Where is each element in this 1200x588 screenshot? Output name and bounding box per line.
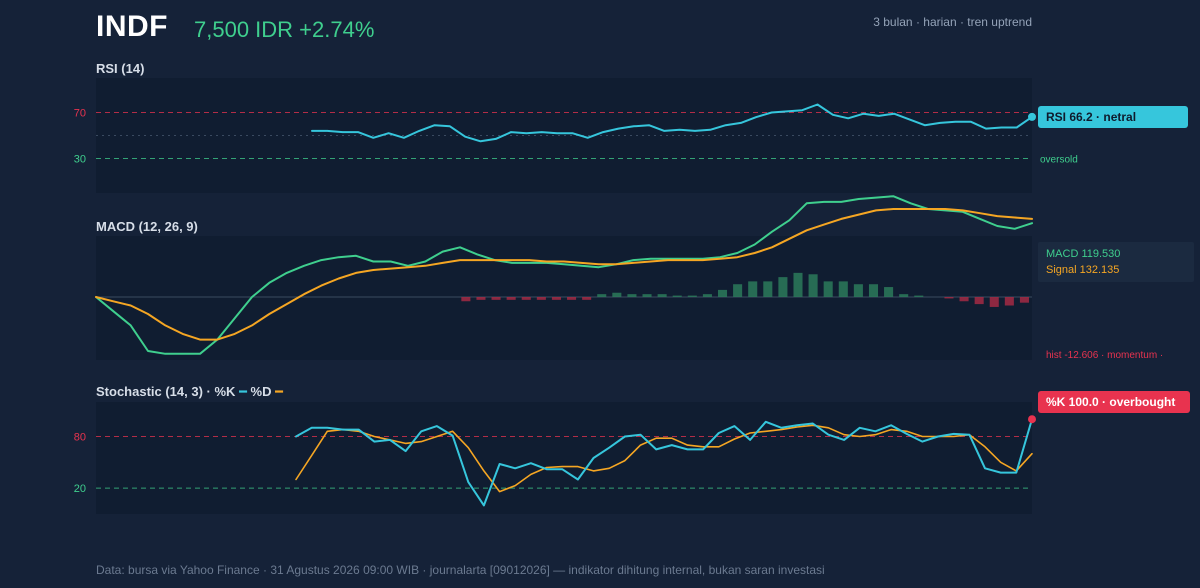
ticker-symbol: INDF xyxy=(96,10,168,43)
macd-hist-bar xyxy=(717,289,728,297)
macd-hist-bar xyxy=(657,294,667,297)
macd-callout-box xyxy=(1038,242,1194,282)
price-change: 7,500 IDR +2.74% xyxy=(194,17,375,42)
stoch-d-line xyxy=(295,424,1033,493)
macd-hist-bar xyxy=(1004,297,1014,306)
stoch-panel xyxy=(96,402,1032,514)
macd-hist-bar xyxy=(627,294,637,297)
macd-hist-bar xyxy=(944,297,954,299)
macd-hist-bar xyxy=(597,294,607,297)
macd-hist-bar xyxy=(884,287,894,297)
macd-hist-bar xyxy=(763,281,773,297)
macd-hist-bar xyxy=(551,297,561,300)
macd-hist-bar xyxy=(899,294,909,297)
timeframe-info: 3 bulan · harian · tren uptrend xyxy=(873,15,1032,29)
macd-hist-bar xyxy=(808,274,818,297)
macd-hist-bar xyxy=(491,297,501,300)
macd-line xyxy=(95,195,1033,355)
legend-d-label: %D xyxy=(250,384,272,399)
stoch-callout-box xyxy=(1038,391,1190,413)
macd-hist-bar xyxy=(702,294,712,297)
macd-hist-bar xyxy=(793,272,803,297)
macd-hist-bar xyxy=(1019,297,1029,303)
macd-hist-bar xyxy=(461,297,471,302)
signal-line xyxy=(95,208,1033,341)
macd-hist-bar xyxy=(536,297,546,300)
stoch-title-text: Stochastic (14, 3) · %K xyxy=(96,384,236,399)
rsi-last-point xyxy=(1028,112,1036,121)
macd-hist-bar xyxy=(476,297,486,300)
macd-hist-bar xyxy=(989,297,999,307)
macd-hist-bar xyxy=(567,297,577,300)
hist-callout: hist -12.606 · momentum · xyxy=(1046,350,1163,361)
stoch-k-line xyxy=(295,418,1033,507)
macd-hist-bar xyxy=(733,284,743,297)
rsi-callout-box xyxy=(1038,106,1188,128)
signal-callout: Signal 132.135 xyxy=(1046,264,1119,276)
legend-k-swatch: ━ xyxy=(239,384,247,399)
macd-hist-bar xyxy=(974,297,984,305)
macd-hist-bar xyxy=(778,277,788,297)
macd-hist-bar xyxy=(506,297,516,300)
macd-title: MACD (12, 26, 9) xyxy=(96,219,198,234)
macd-hist-bar xyxy=(642,294,652,297)
legend-d-swatch: ━ xyxy=(275,384,283,399)
footer-source: Data: bursa via Yahoo Finance · 31 Agust… xyxy=(96,563,825,577)
macd-hist-bar xyxy=(959,297,969,302)
macd-hist-bar xyxy=(672,295,682,297)
macd-hist-bar xyxy=(853,284,863,297)
stoch-last-point xyxy=(1028,415,1036,424)
rsi-oversold-label: oversold xyxy=(1040,155,1078,166)
macd-hist-bar xyxy=(612,292,622,297)
stoch-callout: %K 100.0 · overbought xyxy=(1046,395,1175,409)
rsi-tick-70: 70 xyxy=(74,108,86,120)
macd-hist-bar xyxy=(582,297,592,300)
rsi-callout: RSI 66.2 · netral xyxy=(1046,110,1136,124)
rsi-line xyxy=(311,103,1033,143)
macd-callout: MACD 119.530 xyxy=(1046,248,1120,260)
macd-hist-bar xyxy=(687,295,697,297)
stoch-tick-20: 20 xyxy=(74,483,86,495)
stoch-tick-80: 80 xyxy=(74,431,86,443)
stoch-title: Stochastic (14, 3) · %K ━ %D ━ xyxy=(96,384,283,400)
macd-hist-bar xyxy=(914,295,924,297)
macd-hist-bar xyxy=(868,284,879,297)
macd-panel xyxy=(96,236,1032,360)
macd-hist-bar xyxy=(521,297,531,300)
rsi-tick-30: 30 xyxy=(74,154,86,166)
macd-hist-bar xyxy=(748,281,758,297)
macd-hist-bar xyxy=(838,281,848,297)
rsi-title: RSI (14) xyxy=(96,61,145,76)
macd-hist-bar xyxy=(823,281,833,297)
